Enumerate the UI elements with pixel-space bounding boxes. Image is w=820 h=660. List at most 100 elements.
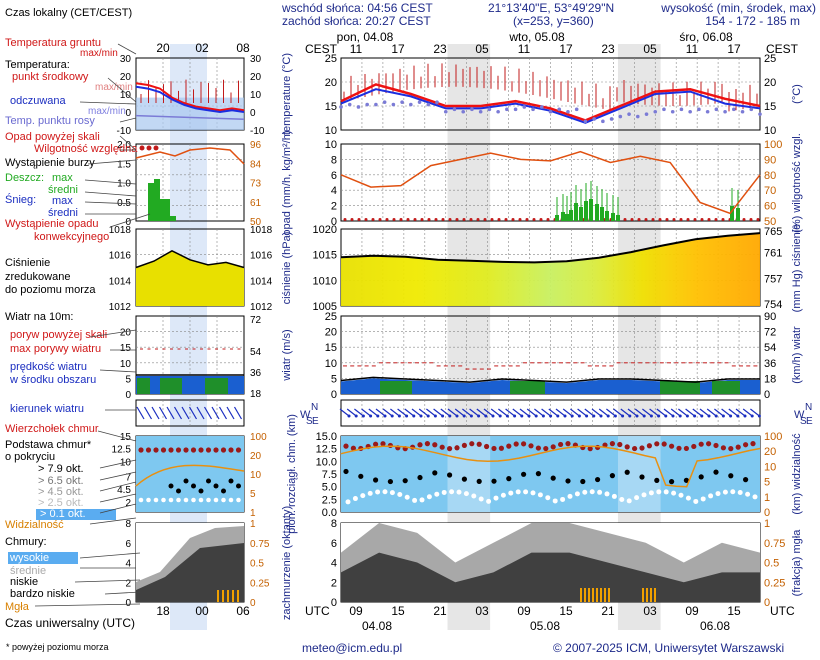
wind-arrow	[541, 408, 551, 417]
small-cloud-base	[221, 488, 226, 494]
wind-arrow-head	[664, 414, 668, 418]
small-wind-arrow	[158, 406, 168, 420]
small-wind-green	[205, 378, 228, 394]
small-wind-arrow	[173, 406, 183, 420]
cloud-base-dot	[476, 478, 482, 484]
wind-arrow-head	[685, 414, 689, 418]
wind-arrow	[512, 408, 523, 417]
cloud-base-dot	[654, 477, 660, 483]
legend-item: Opad powyżej skali	[5, 131, 100, 143]
legend-item: Wystąpienie opadu	[5, 218, 98, 230]
legend-leader	[84, 191, 137, 197]
tick-label: 15	[120, 343, 132, 354]
top-hour-label: 23	[601, 42, 615, 56]
dewpoint-point	[662, 107, 666, 112]
cloud-base-dot	[565, 478, 571, 484]
wind-arrow	[476, 408, 487, 417]
dewpoint-point	[705, 109, 710, 114]
dewpoint-point	[548, 109, 553, 114]
tick-label: 1016	[250, 251, 273, 262]
tick-label: 20	[250, 451, 262, 462]
legend-item: wysokie	[9, 552, 49, 564]
bottom-hour-label: 21	[601, 604, 615, 618]
cloud-base-dot	[417, 474, 423, 481]
small-wind-arrow	[233, 406, 243, 420]
legend-leader	[119, 135, 137, 151]
wind-arrow-head	[549, 414, 553, 418]
cloud-top-dot	[587, 446, 593, 452]
wind-arrow-head	[412, 414, 416, 418]
wind-arrow-head	[534, 414, 538, 418]
small-wind-arrow	[203, 406, 213, 420]
wind-arrow-head	[657, 414, 661, 418]
tick-label: 10	[250, 470, 262, 481]
cloud-top-dot	[447, 446, 453, 452]
email-link[interactable]: meteo@icm.edu.pl	[302, 641, 403, 655]
fog-bar	[646, 588, 648, 602]
cloud-base-low-dot	[619, 497, 625, 503]
tick-label: 18	[250, 389, 262, 400]
top-hour-label: 17	[391, 42, 405, 56]
cloud-top-dot	[735, 444, 741, 450]
tick-label: 60	[764, 201, 776, 213]
coordinates-text: 21°13'40"E, 53°49'29"N	[488, 1, 615, 15]
wind-arrow	[620, 408, 631, 417]
tick-label: 20	[120, 328, 132, 339]
tick-label: 0.5	[250, 559, 264, 570]
tick-label: 6	[125, 539, 131, 550]
dewpoint-point	[566, 109, 570, 114]
dewpoint-point	[679, 107, 684, 112]
legend-leader	[99, 369, 137, 373]
cloud-top-dot	[646, 443, 653, 449]
dewpoint-point	[531, 107, 535, 112]
small-wind-arrow	[151, 406, 160, 420]
copyright-text: © 2007-2025 ICM, Uniwersytet Warszawski	[553, 641, 785, 655]
dewpoint-point	[339, 105, 343, 109]
fog-bar	[604, 588, 606, 602]
small-cloud-low	[191, 497, 196, 503]
legend-item: Temperatura:	[5, 59, 70, 71]
legend-item: max	[52, 195, 73, 207]
cloud-top-dot	[484, 443, 490, 450]
cest-label-left: CEST	[305, 42, 338, 56]
legend-item: odczuwana	[10, 95, 67, 107]
small-cloud-top	[213, 447, 219, 453]
small-fog-bar	[222, 590, 224, 602]
wind-arrow-head	[649, 414, 653, 418]
wind-arrow-head	[729, 414, 733, 418]
tick-label: 10.0	[316, 456, 337, 468]
tick-label: 15	[325, 101, 337, 113]
legend-item: Czas lokalny (CET/CEST)	[5, 7, 132, 19]
legend-item: max/min	[80, 48, 118, 59]
wind-green	[660, 381, 700, 394]
small-wind-green	[137, 378, 150, 394]
legend-item: Ciśnienie	[5, 257, 50, 269]
cloud-top-dot	[469, 441, 475, 447]
wind-arrow-head	[671, 414, 675, 418]
legend-item: > 2.5 okt.	[38, 497, 84, 509]
rain-bar	[589, 199, 593, 221]
bottom-hour-label: 03	[475, 604, 489, 618]
cloud-base-low-dot	[752, 494, 758, 500]
precip-zero-dot	[742, 218, 746, 221]
tick-label: -10	[250, 126, 265, 137]
legend-item: > 6.5 okt.	[38, 475, 84, 487]
rain-bar	[555, 215, 559, 221]
tick-label: 15.0	[316, 431, 337, 443]
precip-zero-dot	[707, 218, 711, 221]
cloud-top-dot	[373, 441, 379, 447]
tick-label: 5	[125, 374, 131, 385]
fog-bar	[592, 588, 594, 602]
wind-arrow-head	[541, 414, 545, 418]
tick-label: 20	[250, 72, 262, 83]
small-fog-bar	[217, 590, 219, 602]
tick-label: -10	[117, 126, 132, 137]
wind-arrow	[548, 408, 559, 417]
small-cloud-low	[138, 497, 144, 503]
precip-zero-dot	[693, 218, 697, 221]
small-rain-bar	[148, 183, 154, 221]
cloud-base-low-dot	[389, 490, 395, 496]
tick-label: 96	[250, 140, 262, 151]
small-wind-green	[160, 378, 182, 394]
tick-label: 4	[125, 559, 131, 570]
